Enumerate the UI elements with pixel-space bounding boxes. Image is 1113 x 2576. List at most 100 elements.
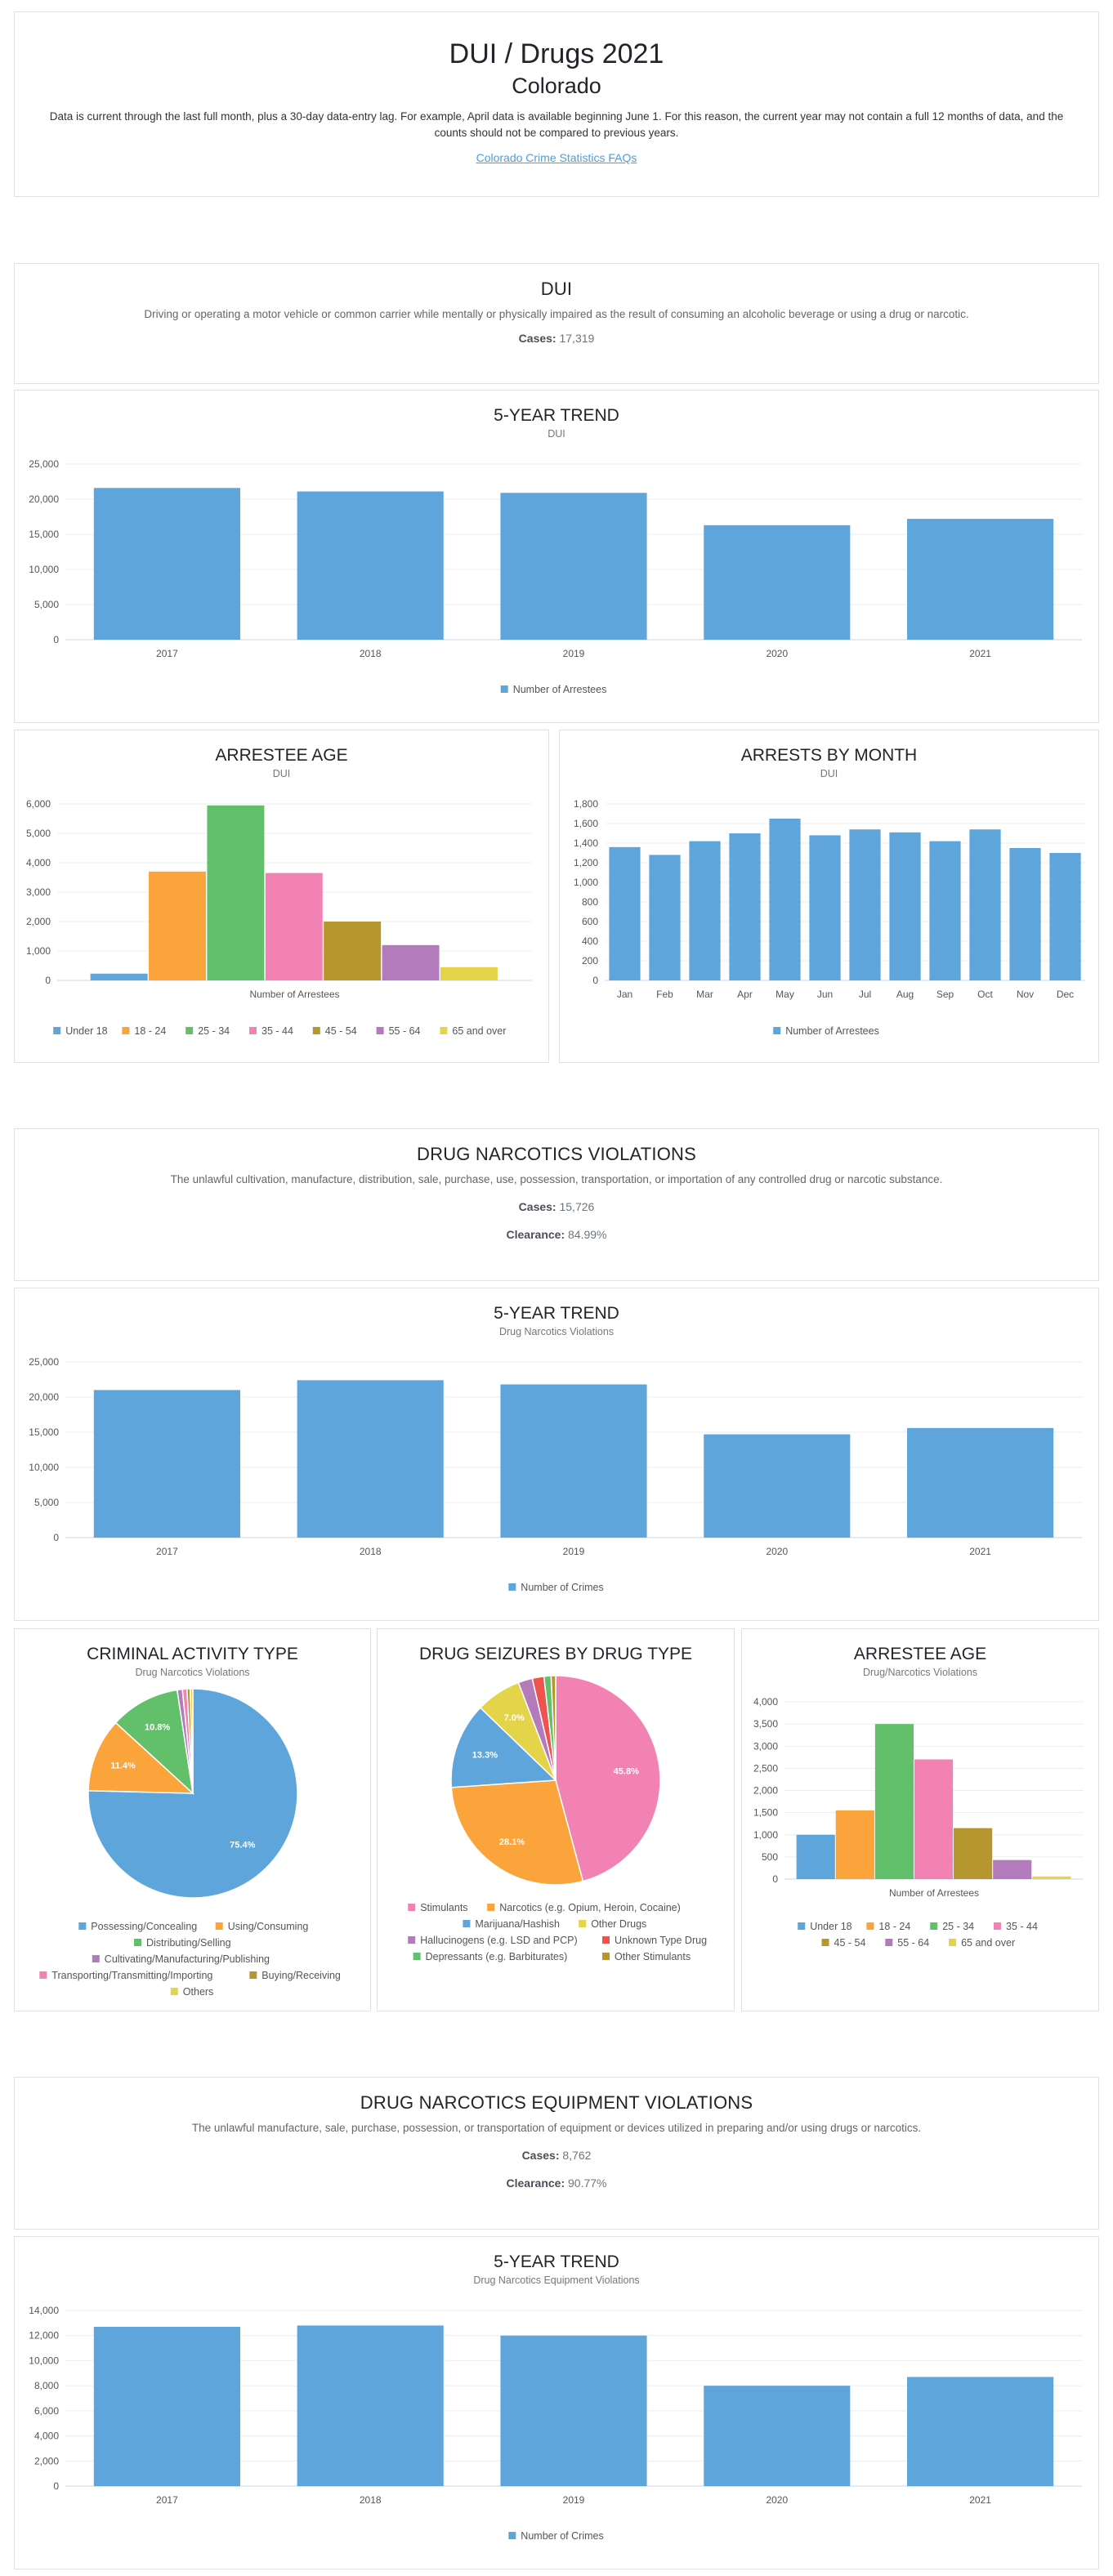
x-tick-label: 2017 [156, 648, 178, 659]
pie-slice [555, 1675, 661, 1882]
pie-slice [450, 1779, 584, 1886]
y-tick-label: 4,000 [26, 857, 51, 868]
legend-swatch [487, 1904, 495, 1911]
legend-label: 65 and over [452, 1025, 506, 1037]
y-tick-label: 5,000 [34, 599, 59, 610]
legend-swatch [773, 1027, 781, 1034]
y-tick-label: 1,600 [574, 818, 598, 829]
x-tick-label: Jan [617, 989, 632, 1000]
bar [914, 1759, 954, 1879]
legend-swatch [39, 1971, 47, 1979]
y-tick-label: 1,000 [753, 1829, 778, 1841]
legend-swatch [92, 1955, 100, 1962]
chart-title: ARRESTS BY MONTH [741, 746, 917, 765]
y-tick-label: 3,000 [26, 886, 51, 898]
legend-swatch [949, 1939, 957, 1946]
drug-trend-chart: 5-YEAR TREND Drug Narcotics Violations 0 5,… [29, 1304, 1082, 1593]
y-tick-label: 2,000 [34, 2455, 59, 2467]
x-tick-label: Oct [977, 989, 993, 1000]
bar [500, 2335, 647, 2486]
slice-label: 45.8% [614, 1767, 639, 1777]
legend-swatch [78, 1922, 87, 1930]
equip-cases-label: Cases: [521, 2149, 560, 2162]
legend-swatch [408, 1904, 416, 1911]
x-tick-label: 2021 [969, 2494, 991, 2506]
bar [297, 491, 444, 640]
y-tick-label: 0 [53, 2480, 59, 2492]
bar [907, 519, 1054, 640]
drug-title: DRUG NARCOTICS VIOLATIONS [417, 1144, 696, 1164]
bar [440, 967, 498, 980]
dui-info-card: DUI Driving or operating a motor vehicle… [14, 263, 1099, 384]
legend-swatch [994, 1922, 1001, 1930]
x-tick-label: 2019 [563, 648, 585, 659]
bar [907, 1427, 1054, 1538]
bar [265, 873, 323, 980]
x-tick-label: Nov [1017, 989, 1034, 1000]
legend-swatch [798, 1922, 806, 1930]
equip-clearance-label: Clearance: [506, 2176, 565, 2190]
legend-label: 45 - 54 [834, 1937, 866, 1949]
bar [382, 944, 440, 980]
bar [93, 488, 240, 640]
bar [649, 855, 681, 980]
legend-swatch [602, 1936, 610, 1944]
x-tick-label: 2020 [766, 1546, 788, 1557]
bar [500, 493, 647, 640]
bar [324, 922, 382, 980]
pie-slice [450, 1707, 557, 1788]
equip-trend-chart: 5-YEAR TREND Drug Narcotics Equipment Vio… [29, 2252, 1082, 2542]
dui-month-card: ARRESTS BY MONTH DUI 0 200 400 600 800 1,000 1,2… [559, 730, 1099, 1063]
x-tick-label: 2021 [969, 1546, 991, 1557]
legend-label: Stimulants [420, 1902, 467, 1913]
faq-link[interactable]: Colorado Crime Statistics FAQs [476, 151, 637, 164]
legend-swatch [215, 1922, 223, 1930]
legend-swatch [249, 1027, 257, 1034]
y-tick-label: 0 [592, 975, 598, 986]
legend-swatch [312, 1027, 320, 1034]
y-tick-label: 10,000 [29, 2355, 59, 2366]
legend-label: Cultivating/Manufacturing/Publishing [105, 1953, 270, 1965]
drug-age-chart: ARRESTEE AGE Drug/Narcotics Violations 0 50… [753, 1645, 1084, 1949]
legend-label: Buying/Receiving [261, 1970, 341, 1981]
bar [689, 841, 721, 980]
legend-label: Transporting/Transmitting/Importing [51, 1970, 212, 1981]
y-tick-label: 5,000 [34, 1497, 59, 1508]
y-tick-label: 1,200 [574, 857, 598, 868]
drug-seizures-card: DRUG SEIZURES BY DRUG TYPE 45.8% 28.1% 13.3… [377, 1628, 735, 2011]
legend-swatch [500, 685, 508, 693]
dui-trend-card: 5-YEAR TREND DUI 0 5,000 10,000 15,000 20,000 2… [14, 390, 1099, 723]
equip-clearance-value: 90.77% [568, 2176, 607, 2190]
legend-swatch [249, 1971, 257, 1979]
x-tick-label: Sep [936, 989, 954, 1000]
pie-slice [550, 1675, 556, 1781]
legend-label: Possessing/Concealing [91, 1921, 197, 1932]
bar [1032, 1876, 1071, 1879]
slice-label: 10.8% [145, 1723, 170, 1733]
legend-swatch [134, 1939, 141, 1946]
equip-description: The unlawful manufacture, sale, purchase… [191, 2122, 922, 2134]
y-tick-label: 2,500 [753, 1762, 778, 1774]
legend-swatch [376, 1027, 384, 1034]
legend-label: 35 - 44 [1006, 1921, 1038, 1932]
legend-label: 55 - 64 [389, 1025, 421, 1037]
legend-label: Hallucinogens (e.g. LSD and PCP) [420, 1935, 577, 1946]
legend-label: 65 and over [961, 1937, 1015, 1949]
y-tick-label: 12,000 [29, 2330, 59, 2342]
bar [1009, 848, 1041, 980]
chart-title: ARRESTEE AGE [215, 746, 347, 765]
drug-cases-value: 15,726 [559, 1200, 595, 1213]
legend-label: 35 - 44 [261, 1025, 293, 1037]
y-tick-label: 14,000 [29, 2305, 59, 2316]
y-tick-label: 1,800 [574, 798, 598, 810]
data-note: Data is current through the last full mo… [15, 109, 1098, 141]
chart-subtitle: DUI [548, 428, 565, 440]
legend-label: Depressants (e.g. Barbiturates) [426, 1951, 568, 1962]
y-tick-label: 200 [582, 955, 598, 967]
bar [849, 829, 881, 980]
dui-cases-value: 17,319 [559, 332, 595, 345]
legend-swatch [930, 1922, 938, 1930]
y-tick-label: 25,000 [29, 1356, 59, 1368]
drug-seizures-chart: DRUG SEIZURES BY DRUG TYPE 45.8% 28.1% 13.3… [408, 1645, 707, 1962]
x-tick-label: Mar [696, 989, 713, 1000]
